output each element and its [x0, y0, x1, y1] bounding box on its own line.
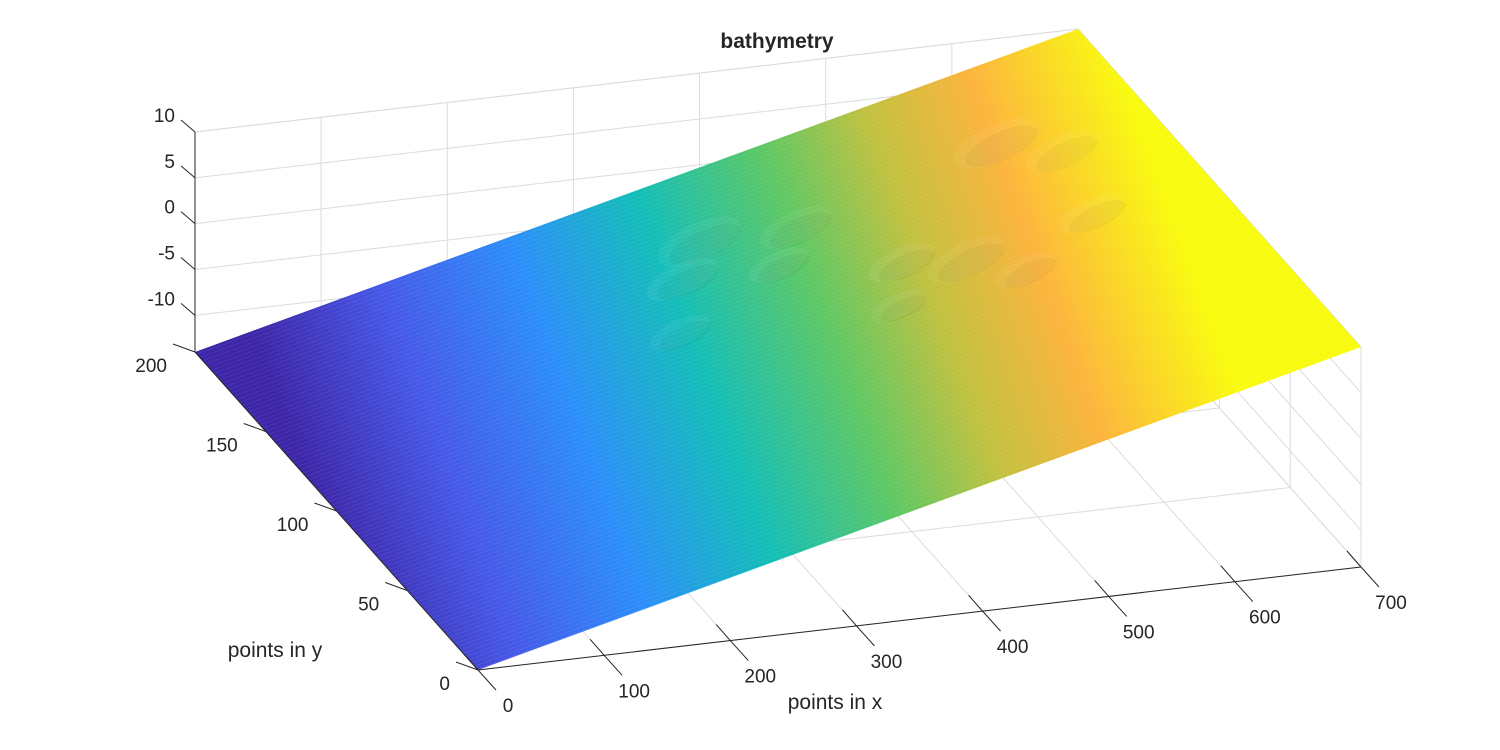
- y-tick-label: 50: [358, 595, 379, 616]
- x-tick-mark: [982, 610, 1001, 632]
- surface-bump: [927, 236, 1005, 284]
- x-tick-mark: [842, 609, 857, 627]
- z-tick-label: 5: [164, 152, 175, 173]
- tick-labels: 0 100 200 300 400 500 600 700 0 50 100 150 200 -10 -5 0…: [135, 106, 1407, 717]
- x-tick-mark: [968, 594, 983, 612]
- x-tick-mark: [1094, 580, 1110, 597]
- y-tick-mark: [314, 502, 337, 512]
- surface-bump: [759, 205, 831, 249]
- x-tick-label: 600: [1249, 608, 1281, 629]
- surface-bump: [646, 257, 718, 301]
- box-edge: [194, 28, 1079, 133]
- x-axis-line: [477, 566, 1362, 671]
- bathymetry-surface: [195, 29, 1361, 670]
- surface-bump: [657, 216, 740, 267]
- surface-bump: [1025, 129, 1097, 173]
- y-tick-label: 0: [439, 674, 450, 695]
- chart-title: bathymetry: [720, 30, 834, 53]
- x-tick-label: 300: [871, 652, 903, 673]
- x-tick-mark: [463, 653, 479, 671]
- x-tick-mark: [856, 625, 875, 647]
- x-tick-mark: [603, 654, 623, 676]
- x-tick-label: 200: [744, 667, 776, 688]
- x-tick-mark: [729, 640, 749, 661]
- z-tick-mark: [180, 165, 196, 179]
- x-tick-mark: [1108, 596, 1128, 617]
- surface-bump: [995, 251, 1055, 288]
- x-tick-label: 500: [1123, 622, 1155, 643]
- y-tick-label: 100: [277, 515, 309, 536]
- x-tick-mark: [1360, 566, 1380, 588]
- x-tick-label: 0: [503, 696, 514, 717]
- surface-bump: [954, 118, 1038, 169]
- y-tick-mark: [243, 423, 266, 432]
- x-tick-mark: [715, 624, 731, 641]
- axes: [172, 119, 1380, 691]
- surface-bump: [650, 314, 710, 351]
- z-tick-mark: [180, 119, 196, 133]
- y-tick-mark: [385, 582, 408, 591]
- surface-mesh: [195, 29, 1361, 670]
- y-tick-mark: [455, 661, 479, 671]
- x-tick-label: 100: [618, 681, 650, 702]
- z-tick-label: -10: [148, 289, 175, 310]
- surface-bump: [748, 247, 808, 284]
- x-tick-label: 700: [1375, 593, 1407, 614]
- x-tick-mark: [1234, 581, 1254, 603]
- y-tick-label: 200: [135, 356, 167, 377]
- z-tick-mark: [180, 211, 196, 225]
- x-tick-mark: [477, 669, 497, 691]
- y-tick-mark: [172, 343, 196, 353]
- z-tick-label: 0: [164, 198, 175, 219]
- surface-bump: [871, 289, 925, 322]
- y-axis-label: points in y: [228, 639, 323, 662]
- x-axis-label: points in x: [788, 691, 883, 714]
- x-tick-label: 400: [997, 637, 1029, 658]
- y-tick-label: 150: [206, 436, 238, 457]
- z-tick-label: -5: [158, 244, 175, 265]
- x-tick-mark: [1220, 565, 1236, 583]
- x-tick-mark: [1346, 550, 1362, 568]
- surface-bump: [1059, 193, 1125, 234]
- x-tick-mark: [589, 638, 605, 656]
- surface-bump: [868, 242, 934, 283]
- z-tick-label: 10: [154, 106, 175, 127]
- z-tick-mark: [180, 257, 196, 270]
- z-tick-mark: [180, 302, 196, 316]
